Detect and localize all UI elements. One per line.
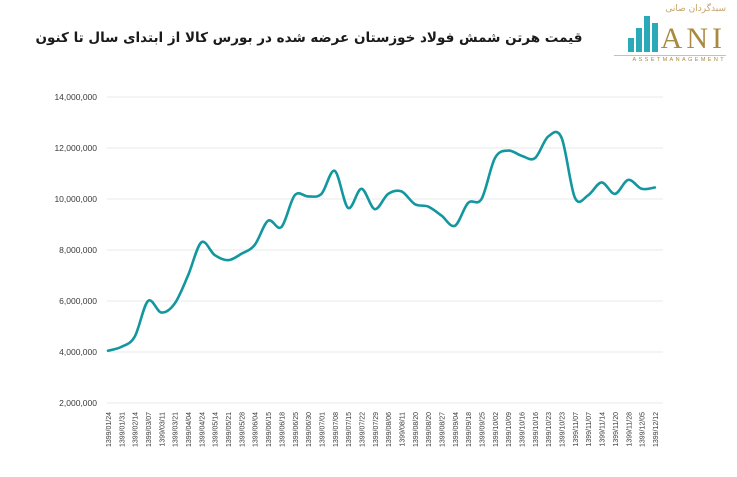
x-tick-label: 1399/03/21 [173, 412, 180, 447]
x-tick-label: 1399/07/29 [373, 412, 380, 447]
x-tick-label: 1399/07/08 [333, 412, 340, 447]
x-tick-label: 1399/06/30 [306, 412, 313, 447]
logo-brand-text: ANI [660, 22, 726, 56]
x-tick-label: 1399/12/05 [640, 412, 647, 447]
x-tick-label: 1399/11/07 [586, 412, 593, 447]
x-tick-label: 1399/05/28 [239, 412, 246, 447]
x-tick-label: 1399/10/16 [520, 412, 527, 447]
x-tick-label: 1399/06/15 [266, 412, 273, 447]
price-line-series [106, 130, 657, 352]
y-tick-label: 8,000,000 [59, 245, 97, 255]
x-tick-label: 1399/07/01 [319, 412, 326, 447]
chart-title: قیمت هرتن شمش فولاد خوزستان عرضه شده در … [35, 30, 583, 46]
x-tick-label: 1399/10/02 [493, 412, 500, 447]
x-tick-label: 1399/10/23 [546, 412, 553, 447]
x-tick-label: 1399/01/31 [119, 412, 126, 447]
x-tick-label: 1399/03/11 [159, 412, 166, 447]
y-tick-label: 10,000,000 [54, 194, 97, 204]
bar-chart-logo-icon [626, 16, 658, 52]
x-tick-label: 1399/07/15 [346, 412, 353, 447]
x-tick-label: 1399/10/23 [560, 412, 567, 447]
brand-logo: سبدگردان صانی ANI ASSETMANAGEMENT [614, 5, 726, 64]
x-tick-label: 1399/08/20 [426, 412, 433, 447]
x-tick-label: 1399/09/04 [453, 412, 460, 447]
x-tick-label: 1399/08/06 [386, 412, 393, 447]
y-tick-label: 2,000,000 [59, 398, 97, 408]
x-tick-label: 1399/10/09 [506, 412, 513, 447]
x-tick-label: 1399/08/27 [440, 412, 447, 447]
logo-subtitle-text: ASSETMANAGEMENT [614, 55, 726, 64]
logo-persian-text: سبدگردان صانی [665, 4, 726, 14]
x-tick-label: 1399/11/07 [573, 412, 580, 447]
x-tick-label: 1399/08/11 [400, 412, 407, 447]
x-tick-label: 1399/12/12 [653, 412, 660, 447]
x-tick-label: 1399/08/20 [413, 412, 420, 447]
y-tick-label: 4,000,000 [59, 347, 97, 357]
x-tick-label: 1399/11/28 [626, 412, 633, 447]
y-tick-label: 14,000,000 [54, 92, 97, 102]
x-tick-label: 1399/05/14 [213, 412, 220, 447]
x-tick-label: 1399/02/14 [133, 412, 140, 447]
logo-row: ANI [614, 16, 726, 56]
x-tick-label: 1399/04/24 [199, 412, 206, 447]
y-tick-label: 6,000,000 [59, 296, 97, 306]
x-tick-label: 1399/03/07 [146, 412, 153, 447]
x-tick-label: 1399/07/22 [360, 412, 367, 447]
x-tick-label: 1399/11/14 [600, 412, 607, 447]
y-tick-label: 12,000,000 [54, 143, 97, 153]
x-tick-label: 1399/09/18 [466, 412, 473, 447]
x-tick-label: 1399/09/25 [480, 412, 487, 447]
x-tick-label: 1399/06/25 [293, 412, 300, 447]
x-tick-label: 1399/06/18 [279, 412, 286, 447]
x-tick-label: 1399/05/21 [226, 412, 233, 447]
x-tick-label: 1399/04/04 [186, 412, 193, 447]
x-tick-label: 1399/01/24 [106, 412, 113, 447]
x-tick-label: 1399/10/16 [533, 412, 540, 447]
x-tick-label: 1399/06/04 [253, 412, 260, 447]
title-wrap: قیمت هرتن شمش فولاد خوزستان عرضه شده در … [0, 30, 618, 46]
x-tick-label: 1399/11/20 [613, 412, 620, 447]
